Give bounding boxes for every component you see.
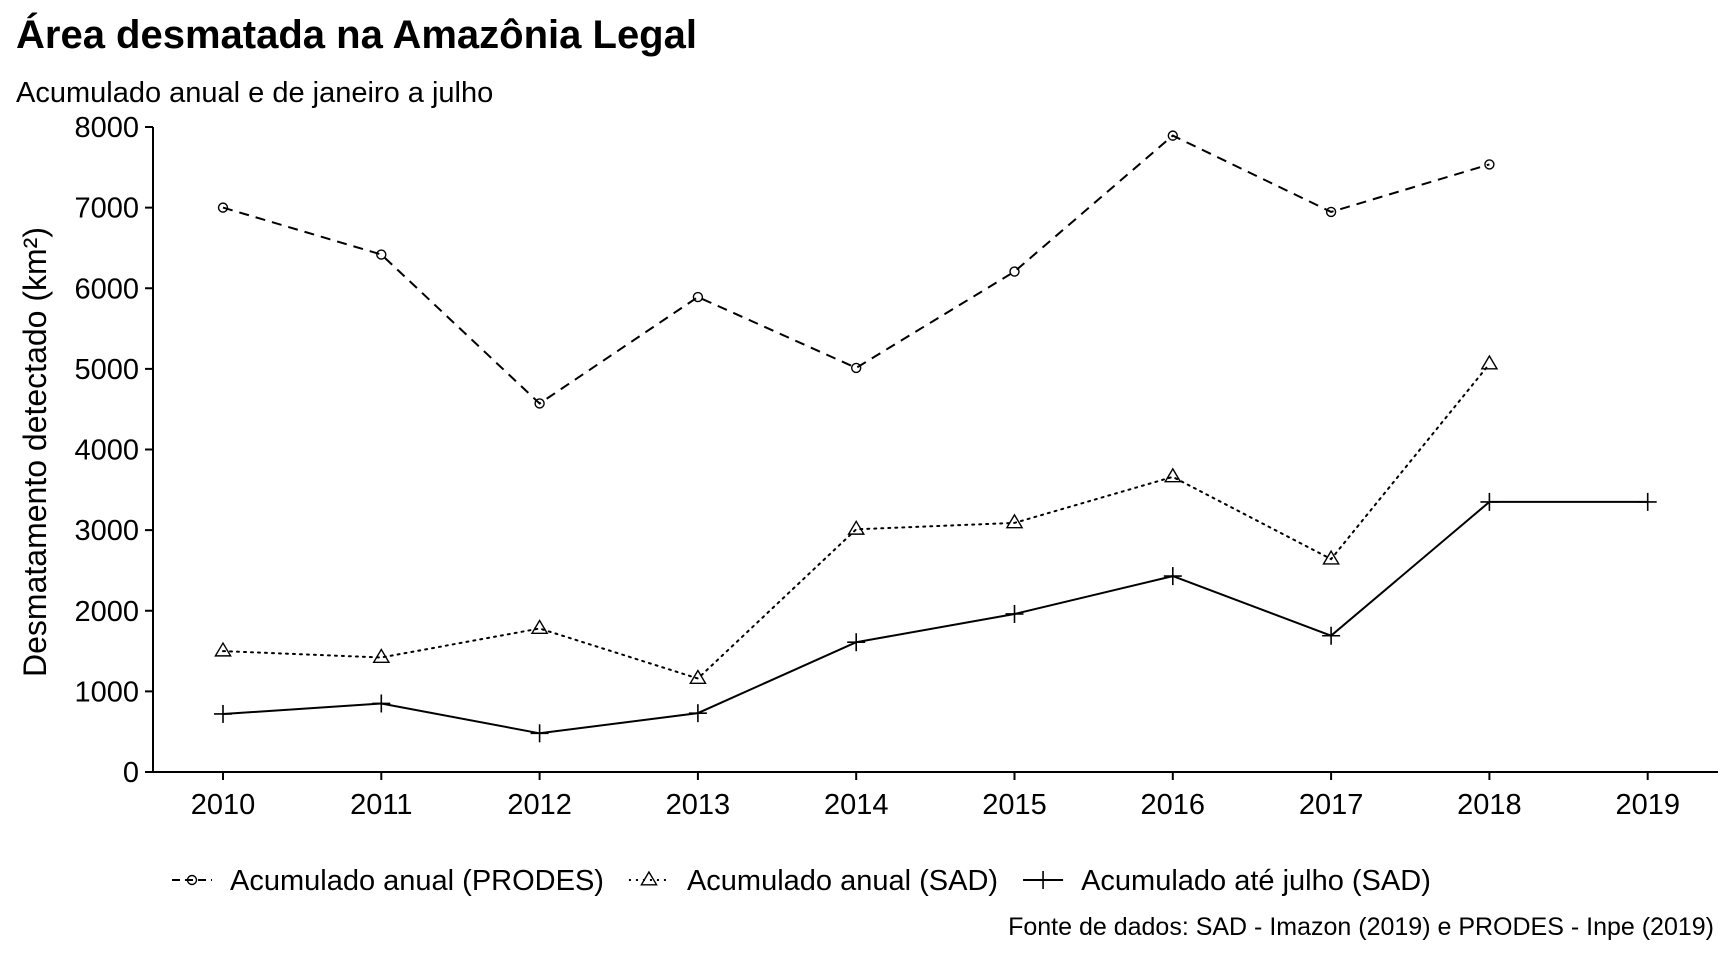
y-tick-label: 5000	[74, 354, 139, 386]
x-tick-label: 2016	[1141, 789, 1206, 821]
caption: Fonte de dados: SAD - Imazon (2019) e PR…	[1008, 913, 1714, 941]
data-point	[689, 669, 707, 684]
data-point	[1325, 206, 1337, 218]
legend-item-2: Acumulado até julho (SAD)	[1023, 865, 1431, 897]
y-axis-title: Desmatamento detectado (km²)	[17, 227, 53, 677]
legend: Acumulado anual (PRODES) Acumulado anual …	[172, 865, 1431, 897]
x-tick-label: 2013	[666, 789, 731, 821]
data-point	[1480, 354, 1499, 370]
data-point	[214, 641, 232, 657]
y-tick-label: 4000	[74, 435, 139, 467]
data-point	[692, 291, 704, 303]
data-point	[376, 249, 387, 260]
data-point	[214, 704, 232, 723]
y-tick-label: 2000	[74, 596, 139, 628]
legend-item-0: Acumulado anual (PRODES)	[172, 865, 604, 897]
data-point	[1163, 567, 1182, 586]
series-2	[214, 492, 1657, 743]
data-point	[1638, 492, 1657, 511]
legend-key-marker	[640, 870, 658, 886]
axes: 0 1000 2000 3000 4000 5000 6000 7000 8000 2010 201…	[74, 112, 1718, 821]
legend-label: Acumulado anual (SAD)	[687, 865, 998, 897]
x-tick-label: 2010	[191, 789, 256, 821]
y-tick-label: 8000	[74, 112, 139, 144]
data-point	[688, 704, 707, 723]
data-point	[1009, 266, 1020, 277]
data-point	[1167, 130, 1179, 141]
y-tick-label: 0	[123, 757, 139, 789]
legend-item-1: Acumulado anual (SAD)	[628, 865, 998, 897]
x-tick-label: 2011	[350, 789, 412, 821]
data-point	[530, 724, 549, 743]
data-point	[217, 202, 229, 213]
x-tick-label: 2014	[824, 789, 889, 821]
data-point	[851, 362, 862, 374]
data-point	[1005, 604, 1024, 623]
chart-subtitle: Acumulado anual e de janeiro a julho	[16, 77, 493, 109]
series-layer	[214, 130, 1657, 743]
data-point	[1480, 492, 1499, 511]
x-tick-label: 2015	[982, 789, 1047, 821]
data-point	[534, 398, 545, 409]
data-point	[847, 633, 866, 652]
chart-title: Área desmatada na Amazônia Legal	[16, 12, 697, 57]
data-point	[1163, 467, 1182, 483]
legend-key-marker	[1034, 871, 1053, 889]
x-tick-label: 2017	[1299, 789, 1364, 821]
y-tick-label: 1000	[74, 676, 139, 708]
data-point	[372, 694, 391, 713]
series-1	[214, 354, 1499, 684]
y-tick-label: 7000	[74, 193, 139, 225]
series-line	[222, 363, 1491, 680]
data-point	[530, 619, 549, 634]
data-point	[1005, 513, 1024, 529]
data-point	[847, 519, 866, 535]
data-point	[372, 648, 391, 664]
data-point	[1484, 159, 1495, 170]
legend-label: Acumulado anual (PRODES)	[230, 865, 604, 897]
x-tick-label: 2012	[507, 789, 572, 821]
y-tick-label: 3000	[74, 515, 139, 547]
y-tick-label: 6000	[74, 273, 139, 305]
x-tick-label: 2019	[1615, 789, 1680, 821]
data-point	[1322, 626, 1341, 645]
legend-label: Acumulado até julho (SAD)	[1081, 865, 1431, 897]
x-tick-label: 2018	[1457, 789, 1522, 821]
series-0	[217, 130, 1495, 409]
series-line	[222, 500, 1648, 735]
legend-key-marker	[186, 874, 198, 886]
data-point	[1322, 549, 1340, 565]
